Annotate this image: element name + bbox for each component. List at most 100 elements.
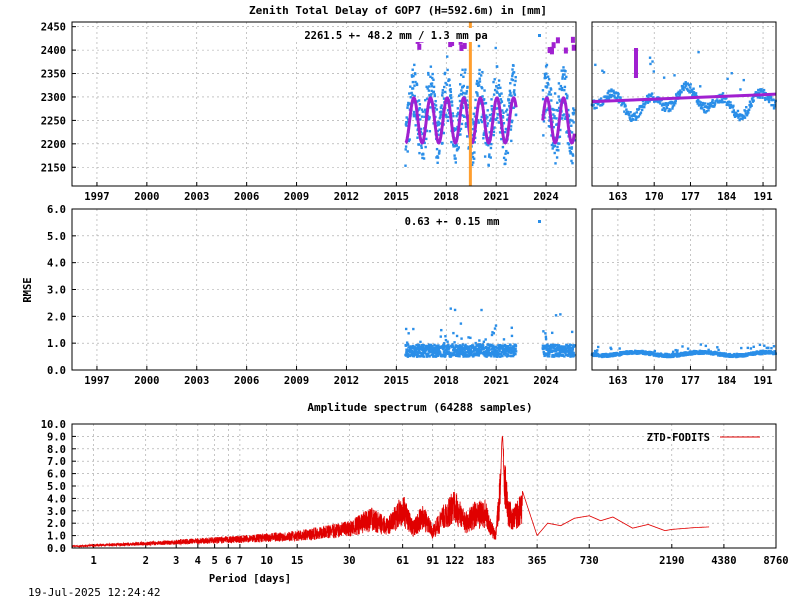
- ztd-zoom-observation-point: [674, 99, 677, 103]
- ztd-zoom-observation-point: [708, 106, 711, 110]
- rmse-observation-point: [486, 347, 489, 351]
- rmse-observation-point: [433, 355, 436, 358]
- ztd-observation-point: [438, 128, 441, 131]
- rmse-zoom-observation-point: [618, 347, 621, 350]
- ztd-zoom-observation-point: [744, 110, 747, 113]
- rmse-zoom-observation-point: [643, 350, 646, 354]
- ztd-zoom-observation-point: [763, 91, 766, 95]
- rmse-zoom-observation-point: [735, 352, 739, 356]
- ztd-observation-point: [470, 137, 474, 140]
- ztd-observation-point: [436, 161, 439, 164]
- ztd-x-tick-label: 2003: [184, 191, 209, 203]
- ztd-observation-point: [443, 85, 446, 89]
- ztd-observation-point: [471, 118, 474, 121]
- ztd-observation-point: [544, 65, 548, 68]
- ztd-zoom-observation-point: [699, 101, 702, 104]
- ztd-x-tick-label: 2015: [384, 191, 409, 203]
- rmse-zoom-observation-point: [773, 351, 777, 354]
- ztd-zoom-observation-point: [605, 97, 609, 100]
- ztd-zoom-observation-point: [668, 108, 671, 111]
- rmse-zoom-observation-point: [726, 355, 730, 358]
- ztd-observation-point: [418, 103, 422, 106]
- ztd-observation-point: [570, 131, 574, 134]
- ztd-observation-point: [571, 119, 574, 122]
- rmse-x-tick-label: 2018: [434, 375, 459, 387]
- ztd-zoom-observation-point: [665, 103, 668, 106]
- ztd-zoom-observation-point: [700, 105, 703, 108]
- ztd-zoom-observation-point: [670, 100, 674, 104]
- rmse-observation-point: [546, 355, 550, 358]
- ztd-observation-point: [423, 108, 427, 111]
- ztd-observation-point: [444, 90, 447, 94]
- ztd-observation-point: [472, 157, 476, 160]
- ztd-zoom-observation-point: [740, 114, 744, 117]
- ztd-zoom-observation-point: [707, 109, 710, 112]
- ztd-zoom-observation-point: [702, 108, 706, 112]
- ztd-observation-point: [494, 107, 498, 110]
- ztd-observation-point: [557, 82, 561, 85]
- ztd-observation-point: [404, 145, 408, 148]
- ztd-observation-point: [451, 112, 455, 115]
- ztd-observation-point: [496, 87, 500, 90]
- rmse-observation-point: [446, 351, 449, 354]
- ztd-observation-point: [460, 122, 464, 126]
- ztd-observation-point: [446, 119, 450, 122]
- rmse-x-tick-label: 2024: [533, 375, 558, 387]
- ztd-observation-point: [436, 121, 439, 124]
- rmse-observation-point: [512, 346, 515, 350]
- ztd-zoom-observation-point: [689, 86, 692, 89]
- spectrum-y-tick-label: 5.0: [47, 481, 66, 493]
- ztd-observation-point: [552, 125, 555, 129]
- ztd-observation-point: [555, 117, 558, 120]
- ztd-zoom-observation-point: [698, 100, 701, 103]
- ztd-observation-point: [505, 108, 509, 111]
- rmse-observation-point: [439, 335, 442, 338]
- ztd-annotation-background: [262, 28, 530, 42]
- ztd-observation-point: [425, 137, 428, 141]
- rmse-zoom-observation-point: [767, 346, 770, 349]
- ztd-observation-point: [543, 72, 547, 76]
- ztd-observation-point: [437, 123, 441, 126]
- ztd-observation-point: [414, 124, 417, 127]
- ztd-observation-point: [473, 115, 477, 118]
- ztd-observation-point: [421, 156, 424, 160]
- ztd-observation-point: [561, 73, 565, 76]
- rmse-zoom-observation-point: [770, 346, 773, 350]
- ztd-observation-point: [546, 81, 549, 85]
- rmse-observation-point: [421, 346, 424, 350]
- ztd-zoom-observation-point: [774, 101, 777, 104]
- ztd-observation-point: [435, 108, 439, 111]
- ztd-observation-point: [426, 87, 429, 90]
- rmse-observation-point: [457, 345, 460, 348]
- ztd-observation-point: [548, 119, 551, 122]
- rmse-observation-point: [568, 352, 571, 356]
- ztd-zoom-x-tick-label: 170: [645, 191, 664, 203]
- ztd-zoom-observation-point: [637, 115, 641, 118]
- rmse-observation-point: [486, 354, 490, 357]
- rmse-observation-point: [443, 342, 446, 345]
- ztd-zoom-observation-point: [690, 89, 694, 92]
- ztd-zoom-observation-point: [693, 93, 696, 96]
- ztd-observation-point: [455, 127, 458, 131]
- ztd-observation-point: [467, 106, 470, 109]
- ztd-zoom-observation-point: [696, 98, 700, 102]
- rmse-observation-point: [474, 353, 478, 357]
- ztd-zoom-observation-point: [747, 108, 751, 111]
- rmse-observation-point: [451, 345, 455, 348]
- ztd-observation-point: [490, 98, 493, 101]
- ztd-zoom-observation-point: [752, 95, 755, 99]
- rmse-observation-point: [564, 348, 568, 351]
- ztd-observation-point: [557, 95, 560, 98]
- rmse-observation-point: [428, 355, 431, 358]
- rmse-observation-point: [439, 351, 442, 354]
- rmse-observation-point: [427, 349, 430, 353]
- rmse-observation-point: [445, 344, 448, 348]
- rmse-observation-point: [478, 343, 482, 346]
- ztd-observation-point: [429, 65, 433, 68]
- rmse-observation-point: [555, 352, 558, 355]
- ztd-zoom-observation-point: [614, 91, 618, 94]
- ztd-observation-point: [422, 157, 426, 160]
- ztd-observation-point: [556, 101, 559, 104]
- ztd-zoom-observation-point: [758, 96, 762, 99]
- ztd-observation-point: [437, 133, 440, 136]
